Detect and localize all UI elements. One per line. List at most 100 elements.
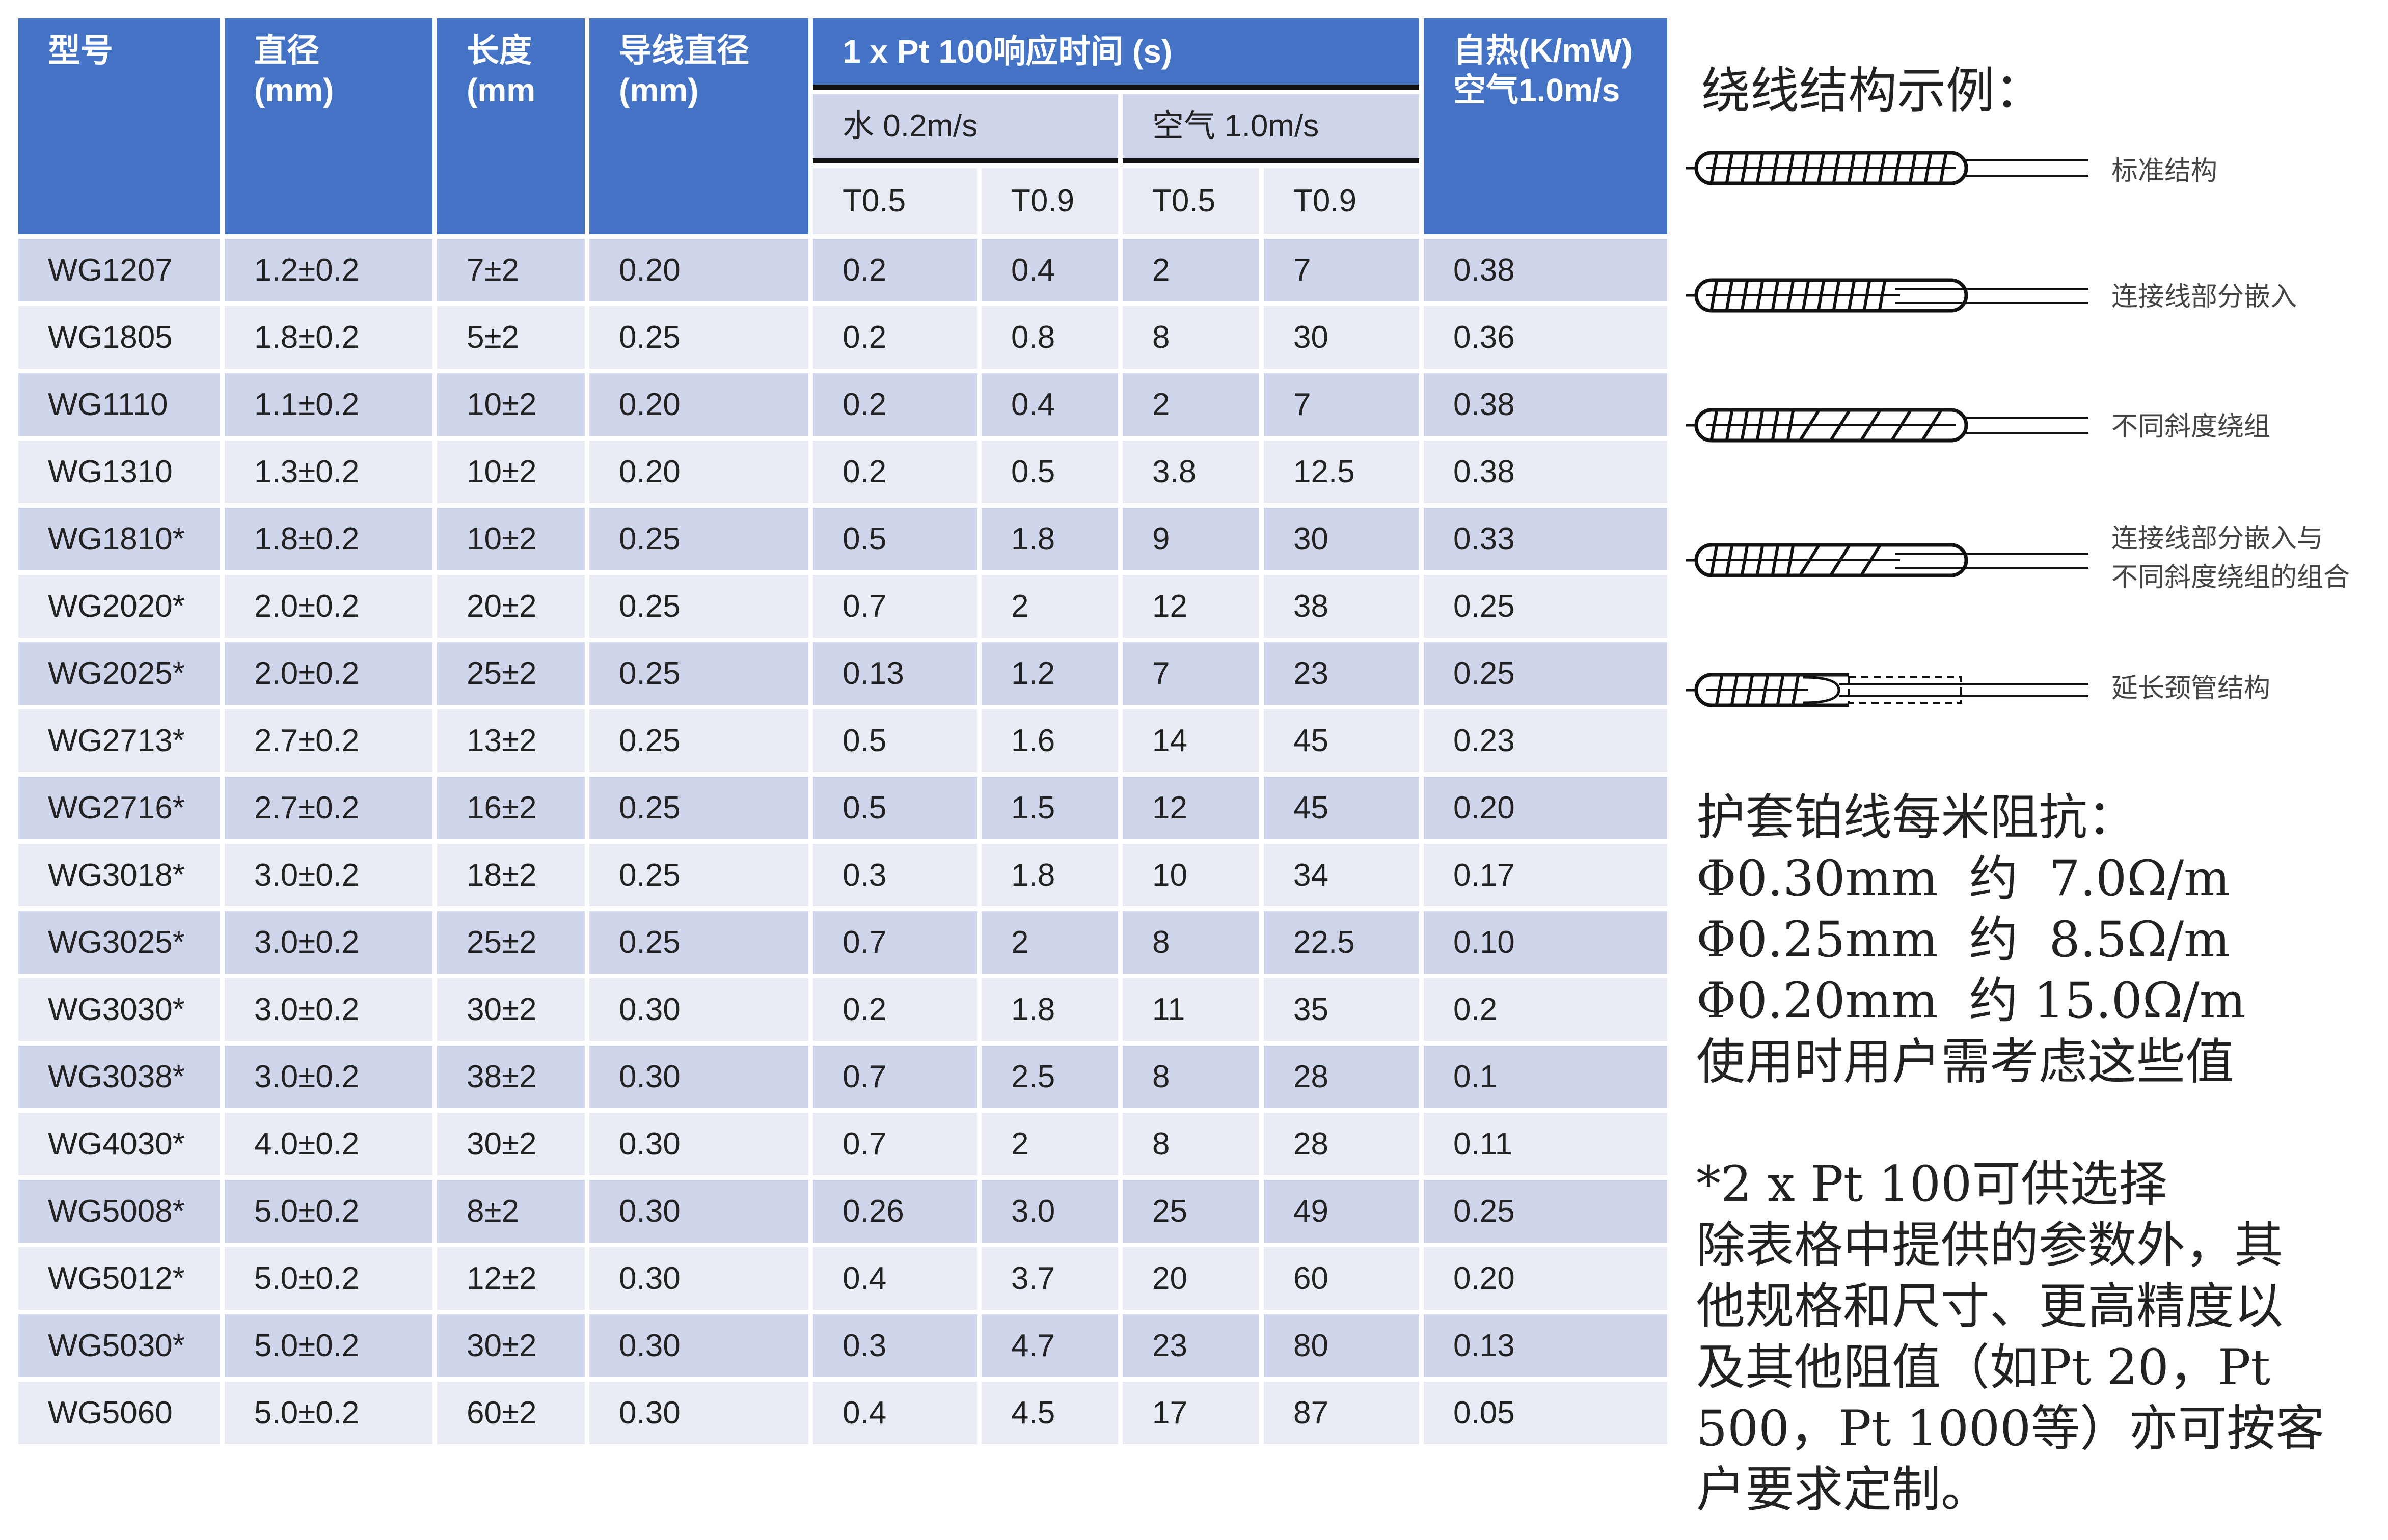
cell-air-t05: 8 xyxy=(1123,1113,1259,1175)
cell-air-t09: 23 xyxy=(1264,642,1419,705)
cell-lead-diameter: 0.25 xyxy=(589,911,808,974)
cell-self-heating: 0.05 xyxy=(1424,1382,1667,1444)
table-row: WG5030* 5.0±0.2 30±2 0.30 0.3 4.7 23 80 0.13 xyxy=(18,1314,1667,1377)
cell-length: 25±2 xyxy=(437,911,585,974)
diagram-row-variable-pitch: 不同斜度绕组 xyxy=(1681,387,2388,469)
cell-self-heating: 0.25 xyxy=(1424,1180,1667,1243)
table-row: WG3025* 3.0±0.2 25±2 0.25 0.7 2 8 22.5 0.10 xyxy=(18,911,1667,974)
table-row: WG1310 1.3±0.2 10±2 0.20 0.2 0.5 3.8 12.5 0.38 xyxy=(18,441,1667,503)
cell-model: WG1207 xyxy=(18,239,220,301)
table-row: WG2716* 2.7±0.2 16±2 0.25 0.5 1.5 12 45 0.20 xyxy=(18,777,1667,839)
cell-water-t09: 1.8 xyxy=(982,844,1118,906)
cell-lead-diameter: 0.30 xyxy=(589,1382,808,1444)
cell-water-t09: 2 xyxy=(982,911,1118,974)
cell-diameter: 2.0±0.2 xyxy=(225,575,432,638)
cell-length: 5±2 xyxy=(437,306,585,369)
cell-length: 16±2 xyxy=(437,777,585,839)
cell-air-t05: 2 xyxy=(1123,373,1259,436)
partial-embedded-lead-icon xyxy=(1686,278,2088,313)
cell-lead-diameter: 0.30 xyxy=(589,1113,808,1175)
cell-air-t09: 87 xyxy=(1264,1382,1419,1444)
cell-self-heating: 0.23 xyxy=(1424,709,1667,772)
cell-water-t05: 0.5 xyxy=(813,709,977,772)
cell-model: WG2020* xyxy=(18,575,220,638)
cell-diameter: 1.8±0.2 xyxy=(225,508,432,570)
header-air-t09: T0.9 xyxy=(1264,168,1419,234)
cell-air-t05: 11 xyxy=(1123,978,1259,1041)
cell-air-t05: 10 xyxy=(1123,844,1259,906)
table-row: WG3038* 3.0±0.2 38±2 0.30 0.7 2.5 8 28 0.1 xyxy=(18,1046,1667,1108)
cell-water-t09: 1.8 xyxy=(982,978,1118,1041)
header-water: 水 0.2m/s xyxy=(813,94,1118,163)
cell-lead-diameter: 0.30 xyxy=(589,1314,808,1377)
resistance-block: 护套铂线每米阻抗： Φ0.30mm 约 7.0Ω/m Φ0.25mm 约 8.5… xyxy=(1696,787,2246,1092)
combined-winding-icon xyxy=(1686,543,2088,578)
header-lead-diameter: 导线直径 (mm) xyxy=(589,18,808,234)
cell-lead-diameter: 0.20 xyxy=(589,373,808,436)
cell-water-t09: 1.6 xyxy=(982,709,1118,772)
cell-air-t09: 22.5 xyxy=(1264,911,1419,974)
cell-model: WG1110 xyxy=(18,373,220,436)
cell-length: 30±2 xyxy=(437,978,585,1041)
cell-self-heating: 0.25 xyxy=(1424,642,1667,705)
cell-model: WG5008* xyxy=(18,1180,220,1243)
cell-diameter: 2.0±0.2 xyxy=(225,642,432,705)
cell-length: 13±2 xyxy=(437,709,585,772)
cell-water-t09: 0.8 xyxy=(982,306,1118,369)
table-row: WG5012* 5.0±0.2 12±2 0.30 0.4 3.7 20 60 0.20 xyxy=(18,1247,1667,1310)
header-air: 空气 1.0m/s xyxy=(1123,94,1419,163)
cell-air-t05: 20 xyxy=(1123,1247,1259,1310)
cell-air-t09: 30 xyxy=(1264,306,1419,369)
cell-self-heating: 0.17 xyxy=(1424,844,1667,906)
cell-water-t09: 0.4 xyxy=(982,239,1118,301)
cell-air-t09: 28 xyxy=(1264,1046,1419,1108)
cell-water-t05: 0.7 xyxy=(813,575,977,638)
resistance-line: Φ0.30mm 约 7.0Ω/m xyxy=(1696,850,2231,907)
cell-air-t05: 25 xyxy=(1123,1180,1259,1243)
cell-water-t05: 0.2 xyxy=(813,373,977,436)
cell-diameter: 5.0±0.2 xyxy=(225,1382,432,1444)
header-water-t09: T0.9 xyxy=(982,168,1118,234)
cell-model: WG2025* xyxy=(18,642,220,705)
footnote-line: 除表格中提供的参数外，其 xyxy=(1696,1217,2283,1274)
table-row: WG1810* 1.8±0.2 10±2 0.25 0.5 1.8 9 30 0.33 xyxy=(18,508,1667,570)
cell-diameter: 5.0±0.2 xyxy=(225,1180,432,1243)
cell-model: WG3018* xyxy=(18,844,220,906)
resistance-note: 使用时用户需考虑这些值 xyxy=(1696,1033,2234,1090)
cell-lead-diameter: 0.25 xyxy=(589,709,808,772)
table-row: WG2713* 2.7±0.2 13±2 0.25 0.5 1.6 14 45 0.23 xyxy=(18,709,1667,772)
cell-air-t09: 12.5 xyxy=(1264,441,1419,503)
cell-self-heating: 0.20 xyxy=(1424,777,1667,839)
cell-water-t09: 0.4 xyxy=(982,373,1118,436)
table-row: WG3030* 3.0±0.2 30±2 0.30 0.2 1.8 11 35 0.2 xyxy=(18,978,1667,1041)
cell-air-t09: 45 xyxy=(1264,777,1419,839)
cell-self-heating: 0.38 xyxy=(1424,373,1667,436)
cell-length: 30±2 xyxy=(437,1314,585,1377)
table-row: WG5008* 5.0±0.2 8±2 0.30 0.26 3.0 25 49 0.25 xyxy=(18,1180,1667,1243)
cell-air-t09: 49 xyxy=(1264,1180,1419,1243)
cell-diameter: 2.7±0.2 xyxy=(225,777,432,839)
cell-water-t09: 4.7 xyxy=(982,1314,1118,1377)
cell-length: 10±2 xyxy=(437,373,585,436)
extended-neck-icon xyxy=(1686,673,2088,707)
cell-self-heating: 0.36 xyxy=(1424,306,1667,369)
table-row: WG2020* 2.0±0.2 20±2 0.25 0.7 2 12 38 0.25 xyxy=(18,575,1667,638)
cell-model: WG3030* xyxy=(18,978,220,1041)
cell-air-t09: 7 xyxy=(1264,373,1419,436)
table-row: WG2025* 2.0±0.2 25±2 0.25 0.13 1.2 7 23 0.25 xyxy=(18,642,1667,705)
cell-model: WG3038* xyxy=(18,1046,220,1108)
cell-self-heating: 0.1 xyxy=(1424,1046,1667,1108)
cell-self-heating: 0.33 xyxy=(1424,508,1667,570)
cell-model: WG1310 xyxy=(18,441,220,503)
cell-lead-diameter: 0.30 xyxy=(589,978,808,1041)
cell-air-t09: 28 xyxy=(1264,1113,1419,1175)
cell-water-t09: 3.0 xyxy=(982,1180,1118,1243)
cell-self-heating: 0.38 xyxy=(1424,441,1667,503)
cell-water-t09: 2 xyxy=(982,575,1118,638)
cell-water-t05: 0.5 xyxy=(813,508,977,570)
cell-water-t09: 1.5 xyxy=(982,777,1118,839)
cell-lead-diameter: 0.25 xyxy=(589,844,808,906)
diagram-row-partial-embedded: 连接线部分嵌入 xyxy=(1681,257,2388,339)
cell-water-t09: 2.5 xyxy=(982,1046,1118,1108)
cell-air-t05: 8 xyxy=(1123,911,1259,974)
